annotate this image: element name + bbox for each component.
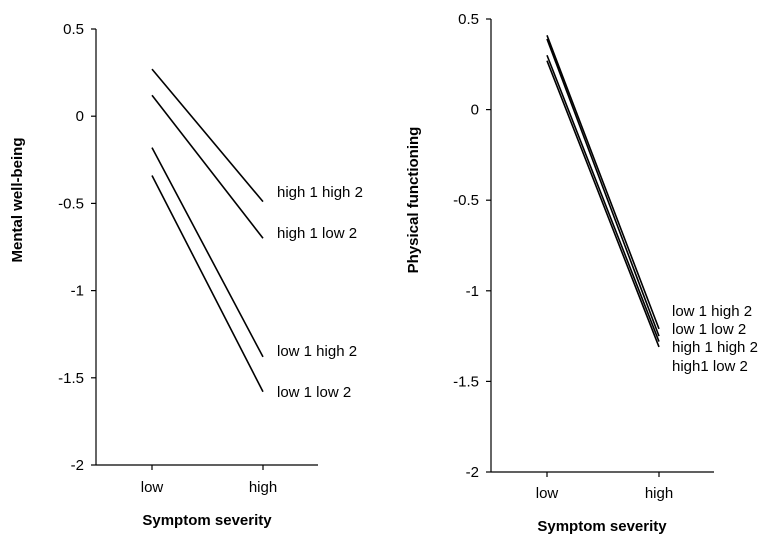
- series-line: [546, 38, 660, 337]
- series-line: [151, 175, 264, 393]
- y-axis-title: Mental well-being: [9, 137, 26, 262]
- y-tick-label: 0: [471, 102, 479, 119]
- y-tick-label: -1: [71, 283, 84, 300]
- series-line: [151, 94, 264, 239]
- series-label: low 1 low 2: [672, 321, 746, 338]
- series-line: [151, 147, 264, 358]
- y-tick-label: 0: [76, 108, 84, 125]
- y-tick-label: 0.5: [63, 21, 84, 38]
- y-tick-label: -2: [466, 464, 479, 481]
- y-axis-title: Physical functioning: [405, 127, 422, 274]
- y-tick-label: -0.5: [58, 195, 84, 212]
- x-axis-title: Symptom severity: [537, 518, 667, 535]
- x-axis-title: Symptom severity: [142, 512, 272, 529]
- series-label: high 1 high 2: [277, 184, 363, 201]
- y-tick-label: -0.5: [453, 192, 479, 209]
- series-label: low 1 high 2: [672, 303, 752, 320]
- x-tick-label: high: [249, 479, 277, 496]
- x-tick-label: low: [141, 479, 164, 496]
- series-line: [546, 35, 660, 330]
- series-line: [546, 54, 660, 342]
- y-tick-label: -1.5: [58, 370, 84, 387]
- y-tick-label: 0.5: [458, 11, 479, 28]
- x-tick-label: low: [536, 485, 559, 502]
- y-tick-label: -2: [71, 457, 84, 474]
- series-label: high1 low 2: [672, 358, 748, 375]
- x-tick-label: high: [645, 485, 673, 502]
- series-line: [151, 68, 264, 203]
- y-tick-label: -1: [466, 283, 479, 300]
- series-label: low 1 low 2: [277, 384, 351, 401]
- y-tick-label: -1.5: [453, 373, 479, 390]
- series-label: high 1 high 2: [672, 339, 758, 356]
- series-label: low 1 high 2: [277, 343, 357, 360]
- series-label: high 1 low 2: [277, 225, 357, 242]
- mental-well-being-panel: 0.5 0 -0.5 -1 -1.5 -2 low high high 1 high 2 high…: [9, 21, 363, 529]
- series-line: [546, 60, 660, 348]
